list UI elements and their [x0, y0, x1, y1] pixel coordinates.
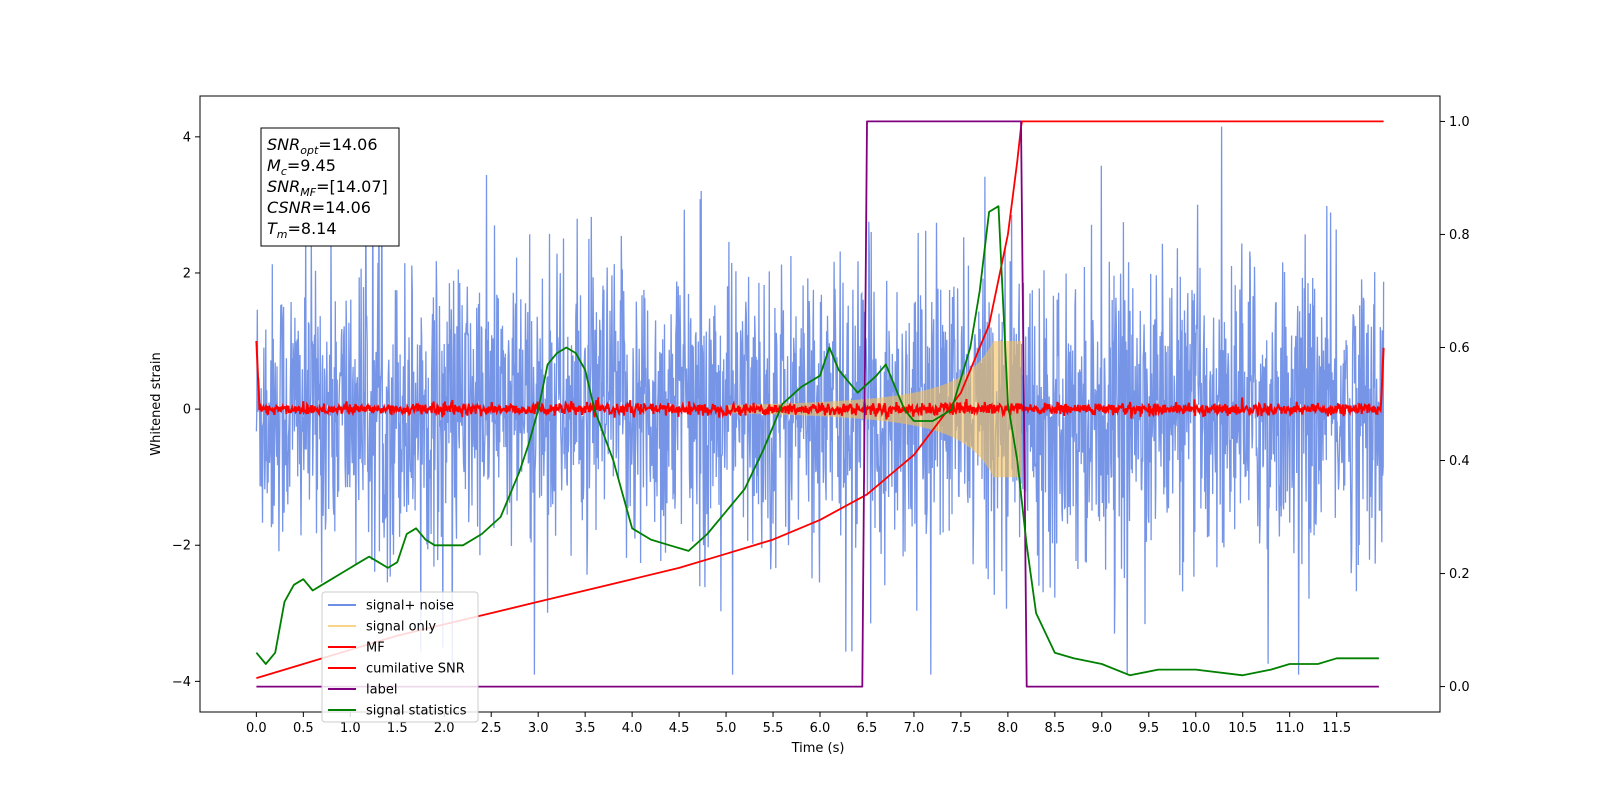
y-tick-label: −2: [172, 539, 191, 554]
x-tick-label: 8.0: [998, 721, 1019, 736]
x-tick-label: 7.5: [951, 721, 972, 736]
series-signal-statistics-line: [255, 205, 1379, 677]
x-tick-label: 9.5: [1138, 721, 1159, 736]
y2-tick-label: 0.8: [1449, 228, 1470, 243]
x-tick-label: 3.0: [528, 721, 549, 736]
series-mf-line: [255, 340, 1385, 420]
x-axis-title: Time (s): [791, 741, 845, 756]
x-tick-label: 7.0: [904, 721, 925, 736]
x-tick-label: 0.5: [293, 721, 314, 736]
x-tick-label: 4.0: [622, 721, 643, 736]
x-tick-label: 0.0: [246, 721, 267, 736]
y2-tick-label: 1.0: [1449, 115, 1470, 130]
y2-tick-label: 0.2: [1449, 567, 1470, 582]
stats-line: SNRMF=[14.07]: [267, 177, 388, 199]
stats-annotation-box: SNRopt=14.06Mc=9.45SNRMF=[14.07]CSNR=14.…: [260, 127, 400, 247]
y-axis-title: Whitened strain: [149, 352, 164, 455]
x-tick-label: 5.5: [763, 721, 784, 736]
legend-label: signal only: [366, 620, 436, 635]
y2-tick-label: 0.4: [1449, 454, 1470, 469]
legend-label: signal+ noise: [366, 599, 454, 614]
legend-label: label: [366, 683, 397, 698]
y2-tick-label: 0.0: [1449, 680, 1470, 695]
x-tick-label: 3.5: [575, 721, 596, 736]
series-label-line: [256, 120, 1379, 688]
legend-label: cumilative SNR: [366, 662, 465, 677]
stats-line: Mc=9.45: [267, 156, 336, 178]
stats-line: CSNR=14.06: [267, 198, 371, 217]
y-tick-label: 2: [183, 266, 191, 281]
x-tick-label: 6.5: [857, 721, 878, 736]
series-signal-noise-line: [255, 126, 1385, 675]
legend-label: MF: [366, 641, 385, 656]
stats-line: SNRopt=14.06: [267, 135, 378, 157]
x-tick-label: 2.5: [481, 721, 502, 736]
y-tick-label: 0: [183, 403, 191, 418]
y-tick-label: 4: [183, 130, 191, 145]
x-tick-label: 6.0: [810, 721, 831, 736]
y2-tick-label: 0.6: [1449, 341, 1470, 356]
stats-line: Tm=8.14: [267, 219, 337, 241]
x-tick-label: 5.0: [716, 721, 737, 736]
legend: signal+ noise signal only MF cumilative SNR…: [321, 591, 479, 723]
x-tick-label: 8.5: [1045, 721, 1066, 736]
x-tick-label: 2.0: [434, 721, 455, 736]
x-tick-label: 9.0: [1091, 721, 1112, 736]
x-tick-label: 4.5: [669, 721, 690, 736]
x-axis: 0.0 0.5 1.0 1.5 2.0 2.5 3.0 3.5 4.0 4.5 5.0 5.5 6.0 6…: [246, 712, 1351, 736]
x-tick-label: 11.5: [1322, 721, 1351, 736]
y-axis-left: −4 −2 0 2 4: [172, 130, 200, 690]
legend-frame: [321, 591, 479, 723]
x-tick-label: 10.5: [1228, 721, 1257, 736]
x-tick-label: 1.0: [340, 721, 361, 736]
x-tick-label: 10.0: [1181, 721, 1210, 736]
y-tick-label: −4: [172, 675, 191, 690]
stats-box-frame: [260, 127, 400, 247]
y-axis-right: 0.0 0.2 0.4 0.6 0.8 1.0: [1440, 115, 1470, 695]
x-tick-label: 11.0: [1275, 721, 1304, 736]
x-tick-label: 1.5: [387, 721, 408, 736]
legend-label: signal statistics: [366, 704, 467, 719]
